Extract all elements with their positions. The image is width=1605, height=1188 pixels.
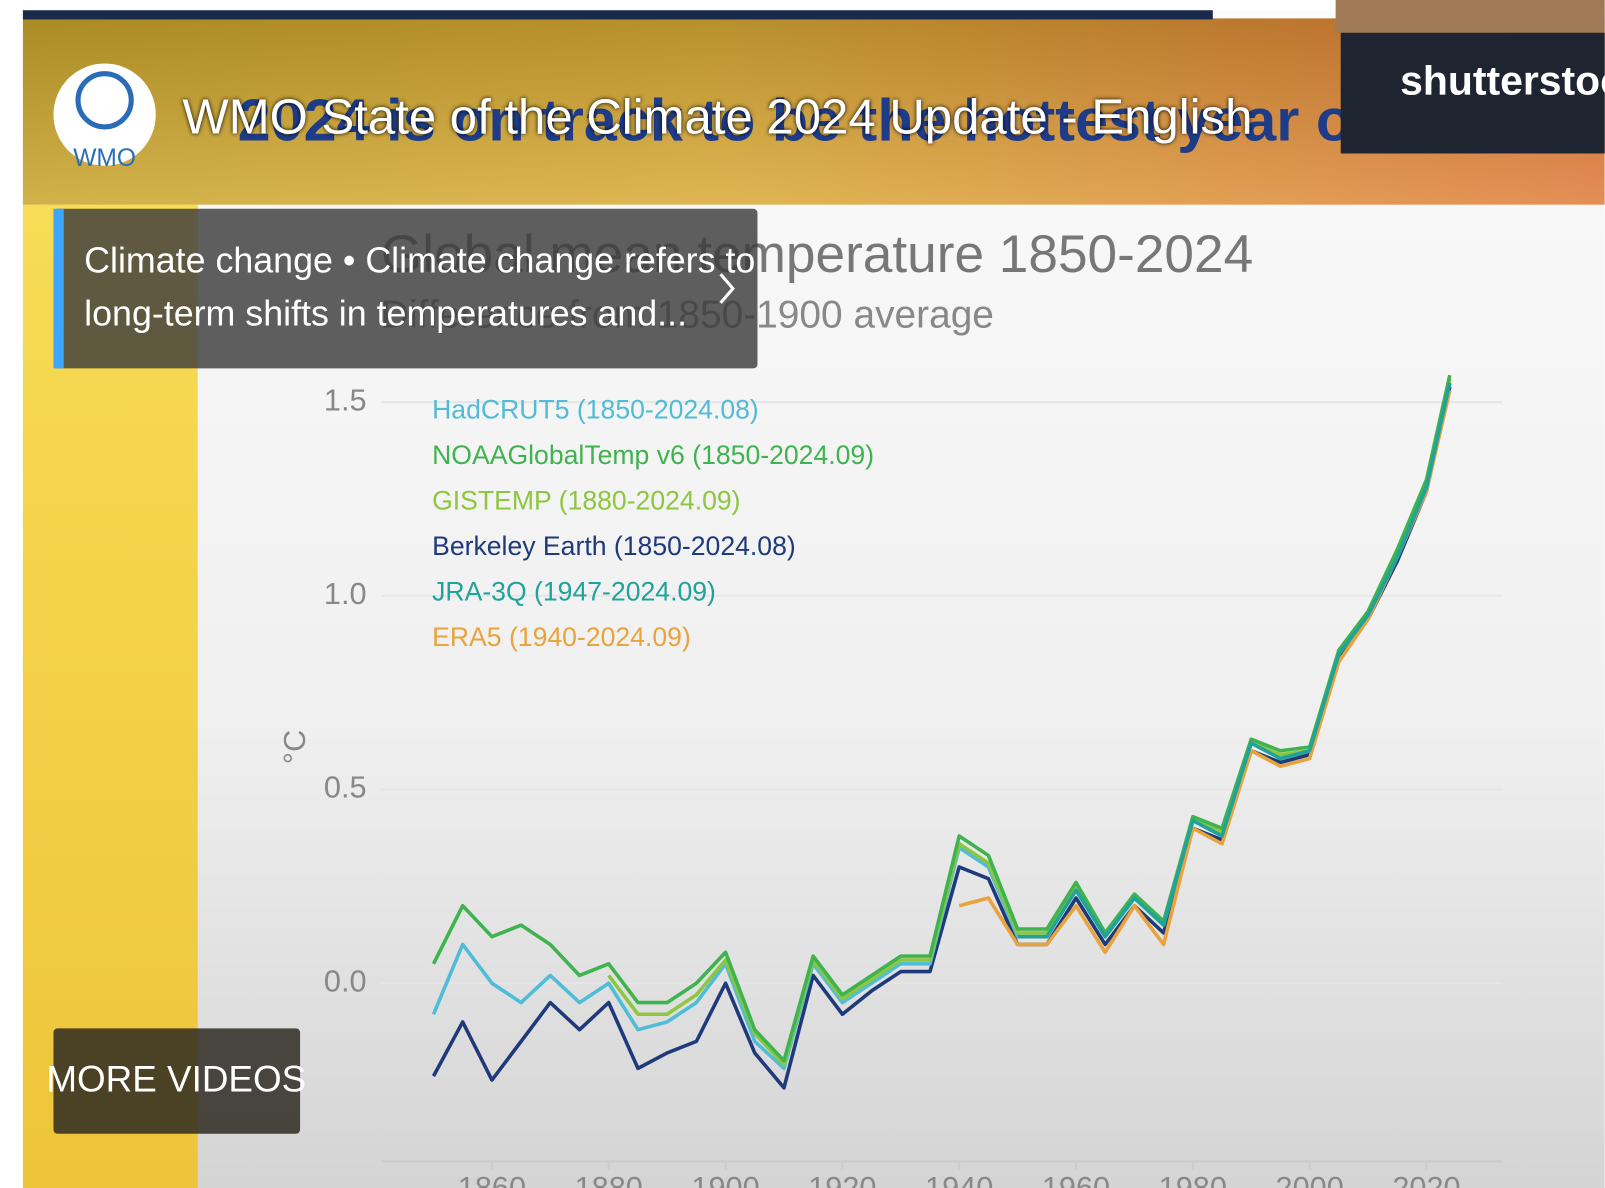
slide-side-strip <box>22 204 198 1188</box>
y-tick-label: 1.0 <box>324 576 367 611</box>
y-tick-label: 0.5 <box>324 770 367 805</box>
info-card-chevron[interactable] <box>719 273 735 304</box>
plot: 0.0 0.5 1.0 1.5 1860 1880 1900 1920 1940 1960 1980… <box>324 374 1503 1188</box>
y-tick-label: 0.0 <box>324 963 367 998</box>
logo-text: WMO <box>73 145 136 172</box>
x-tick-label: 2020 <box>1392 1170 1460 1188</box>
legend-entry: Berkeley Earth (1850-2024.08) <box>432 531 796 561</box>
x-tick-label: 1940 <box>925 1170 993 1188</box>
x-tick-label: 1900 <box>691 1170 759 1188</box>
watermark-box <box>1340 32 1605 154</box>
x-tick-label: 1980 <box>1159 1170 1227 1188</box>
x-tick-label: 1960 <box>1042 1170 1110 1188</box>
slide-top-bar <box>22 10 1213 20</box>
x-tick-label: 1920 <box>808 1170 876 1188</box>
video-title[interactable]: WMO State of the Climate 2024 Update - E… <box>182 91 1252 145</box>
series-line <box>1017 382 1452 939</box>
info-card-line: long-term shifts in temperatures and... <box>84 294 687 334</box>
x-tick-label: 2000 <box>1276 1170 1344 1188</box>
more-videos-label: MORE VIDEOS <box>46 1058 306 1099</box>
info-card-line: Climate change • Climate change refers t… <box>84 240 755 280</box>
legend-entry: JRA-3Q (1947-2024.09) <box>432 577 716 607</box>
series-line <box>431 374 1452 1063</box>
legend-entry: NOAAGlobalTemp v6 (1850-2024.09) <box>432 440 874 470</box>
legend-entry: HadCRUT5 (1850-2024.08) <box>432 394 759 424</box>
logo-globe <box>75 71 134 130</box>
x-tick-label: 1880 <box>575 1170 643 1188</box>
info-card[interactable] <box>53 208 758 369</box>
watermark-image-strip <box>1335 0 1605 33</box>
more-videos-button[interactable] <box>53 1028 301 1134</box>
info-card-accent <box>53 208 64 369</box>
legend-entry: GISTEMP (1880-2024.09) <box>432 485 740 515</box>
video-frame: 2024 is on track to be the hottest year … <box>22 10 1605 1188</box>
series-line <box>431 386 1452 1090</box>
y-tick-label: 1.5 <box>324 382 367 417</box>
x-tick-label: 1860 <box>458 1170 526 1188</box>
slide-background <box>22 10 1605 1188</box>
legend-entry: ERA5 (1940-2024.09) <box>432 622 691 652</box>
watermark-text: shutterstock <box>1400 58 1605 104</box>
legend: HadCRUT5 (1850-2024.08) NOAAGlobalTemp v6… <box>432 394 874 652</box>
y-axis-label: °C <box>277 730 312 764</box>
